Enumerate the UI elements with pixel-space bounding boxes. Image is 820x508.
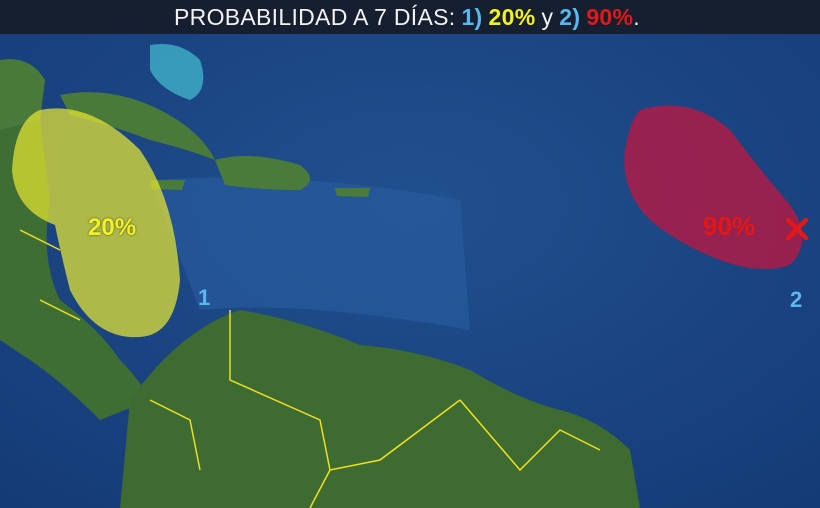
land-mexico (0, 59, 45, 130)
item1-value: 20% (488, 3, 536, 30)
item2-marker: 2) (559, 3, 581, 30)
x-mark-icon (785, 217, 809, 241)
area-1-probability-zone (12, 108, 180, 338)
area-1-percent-label: 20% (88, 214, 137, 241)
banner-end: . (633, 3, 640, 30)
land-puerto-rico (335, 188, 370, 197)
yellow-borders (19, 229, 601, 508)
area-2-percent-label: 90% (703, 211, 756, 241)
area-2-probability-zone (624, 105, 803, 269)
banner-title: PROBABILIDAD A 7 DÍAS: (174, 3, 456, 30)
bahamas-shallows (150, 44, 204, 100)
title-banner: PROBABILIDAD A 7 DÍAS: 1) 20% y 2) 90% . (0, 0, 820, 34)
caribbean-sea (150, 177, 470, 330)
land-hispaniola (215, 156, 310, 190)
item2-value: 90% (586, 3, 634, 30)
item1-marker: 1) (461, 3, 483, 30)
area-1-number-label: 1 (198, 285, 211, 310)
area-2-number-label: 2 (790, 287, 803, 312)
conjunction: y (541, 3, 554, 30)
land-cuba (60, 92, 215, 160)
